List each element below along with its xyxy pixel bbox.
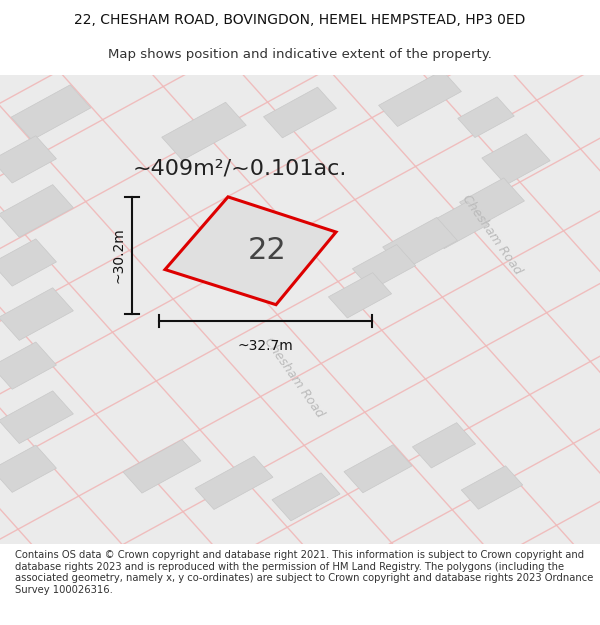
Polygon shape [383, 217, 457, 270]
Polygon shape [344, 445, 412, 493]
Polygon shape [0, 239, 56, 286]
Polygon shape [0, 288, 73, 341]
Text: ~409m²/~0.101ac.: ~409m²/~0.101ac. [133, 159, 347, 179]
Text: ~32.7m: ~32.7m [238, 339, 293, 353]
Polygon shape [0, 136, 56, 183]
Polygon shape [460, 178, 524, 225]
Polygon shape [165, 197, 336, 304]
Polygon shape [379, 71, 461, 126]
Text: Chesham Road: Chesham Road [262, 335, 326, 419]
Polygon shape [328, 272, 392, 318]
Polygon shape [263, 87, 337, 138]
Polygon shape [352, 244, 416, 290]
Text: 22: 22 [248, 236, 286, 265]
Polygon shape [0, 342, 56, 389]
Polygon shape [272, 473, 340, 521]
Polygon shape [461, 466, 523, 509]
Polygon shape [482, 134, 550, 185]
Polygon shape [424, 201, 488, 249]
Polygon shape [0, 445, 56, 493]
Text: Map shows position and indicative extent of the property.: Map shows position and indicative extent… [108, 48, 492, 61]
Text: Contains OS data © Crown copyright and database right 2021. This information is : Contains OS data © Crown copyright and d… [15, 550, 593, 595]
Polygon shape [0, 184, 73, 238]
Polygon shape [458, 97, 514, 138]
Polygon shape [412, 422, 476, 468]
Text: Chesham Road: Chesham Road [460, 192, 524, 277]
Text: ~30.2m: ~30.2m [112, 228, 126, 283]
Polygon shape [0, 391, 73, 444]
Text: 22, CHESHAM ROAD, BOVINGDON, HEMEL HEMPSTEAD, HP3 0ED: 22, CHESHAM ROAD, BOVINGDON, HEMEL HEMPS… [74, 13, 526, 28]
Polygon shape [11, 85, 91, 140]
Polygon shape [162, 102, 246, 160]
Polygon shape [123, 440, 201, 493]
Polygon shape [195, 456, 273, 509]
